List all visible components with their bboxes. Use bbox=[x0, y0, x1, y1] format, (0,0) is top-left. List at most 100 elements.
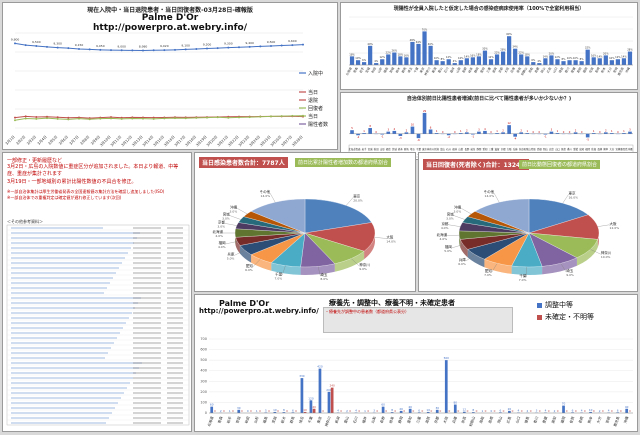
pie2-panel: 当日回復者(死者除く)合計：1324人 前日比動態回復者の都道府県割合 東京 16… bbox=[418, 152, 638, 292]
pie-label: 神奈川 bbox=[601, 250, 612, 255]
pie-leader-line bbox=[225, 241, 238, 245]
pie-leader-line bbox=[461, 208, 472, 215]
bar-value-label: 10 bbox=[589, 408, 593, 412]
x-tick-label: 宮城 bbox=[364, 66, 371, 74]
series-point bbox=[131, 117, 134, 120]
bar-value-label: 40 bbox=[625, 405, 629, 409]
bar-value-label: 4 bbox=[581, 409, 583, 413]
series-point bbox=[78, 117, 80, 120]
pie-leader-line bbox=[224, 223, 237, 226]
bar bbox=[471, 412, 475, 413]
bar-value-label: 4% bbox=[453, 59, 458, 63]
table-category: 東京 bbox=[422, 147, 427, 151]
pending-watermark: Palme D'Or bbox=[219, 299, 270, 308]
bar bbox=[549, 55, 554, 65]
pie-percent-label: 5.0% bbox=[227, 256, 235, 260]
pending-legend-1-swatch bbox=[537, 315, 542, 320]
bar-value-label: 0 bbox=[539, 130, 541, 134]
bar bbox=[386, 131, 391, 134]
bar-value-label: 8% bbox=[441, 57, 446, 61]
pie-label: 千葉 bbox=[519, 273, 527, 278]
bar-value-label: 0 bbox=[530, 409, 532, 413]
pie-leader-line bbox=[560, 263, 567, 273]
bar-value-label: 70% bbox=[422, 27, 428, 31]
bar bbox=[616, 412, 620, 413]
series-point bbox=[14, 116, 16, 119]
bar-value-label: 44% bbox=[416, 40, 422, 44]
legend-main-label: 入院中 bbox=[308, 71, 324, 77]
bar-value-label: 40 bbox=[312, 405, 316, 409]
bar-value-label: 0 bbox=[385, 409, 387, 413]
pending-legend-1: 未確定・不明等 bbox=[545, 313, 594, 321]
x-tick-label: 宮崎 bbox=[611, 66, 618, 74]
series-point bbox=[227, 46, 230, 49]
bar-value-label: 3 bbox=[629, 128, 631, 132]
x-tick-label: 青森 bbox=[352, 66, 359, 74]
legend-small-2: 回復者 bbox=[308, 106, 324, 112]
bar-value-label: 2 bbox=[520, 128, 522, 132]
pie-leader-line bbox=[351, 258, 360, 267]
x-tick-label: 北海道 bbox=[206, 415, 214, 427]
series-point bbox=[35, 117, 38, 120]
x-tick-label: 山口 bbox=[551, 66, 558, 74]
x-tick-label: 長崎 bbox=[577, 415, 584, 424]
series-point bbox=[216, 47, 219, 50]
pie-percent-label: 14.0% bbox=[386, 240, 396, 244]
pie-label: 京都 bbox=[218, 219, 225, 224]
x-tick-label: 神奈川 bbox=[323, 415, 331, 427]
pie-slice-side bbox=[542, 257, 577, 275]
x-tick-label: 福井 bbox=[448, 66, 455, 74]
table-category: 福島 bbox=[386, 147, 391, 151]
series-point bbox=[270, 44, 272, 47]
pie-label: 大阪 bbox=[610, 221, 618, 226]
bar bbox=[543, 133, 548, 135]
bar-value-label: 30 bbox=[237, 406, 241, 410]
pending-title: 療養先・調整中、療養不明・未確定患者 bbox=[329, 299, 455, 307]
bar bbox=[458, 133, 463, 134]
x-tick-label: 奈良 bbox=[515, 66, 522, 74]
x-tick-label: 3月3日 bbox=[25, 134, 37, 146]
bar-value-label: 4 bbox=[545, 409, 547, 413]
bar-value-label: 1 bbox=[363, 129, 365, 133]
notes-small: ＜その他参考資料＞ bbox=[7, 219, 43, 224]
pie-label: 大阪 bbox=[386, 235, 394, 240]
pie-slice-side bbox=[467, 249, 485, 268]
bar bbox=[446, 59, 451, 65]
series-point bbox=[259, 115, 262, 118]
bar-value-label: 1 bbox=[229, 409, 231, 413]
bar-value-label: 1 bbox=[481, 409, 483, 413]
pie-label: その他 bbox=[260, 189, 271, 194]
x-tick-label: 広島 bbox=[545, 66, 552, 74]
x-tick-label: 3月28日 bbox=[290, 134, 303, 147]
bar bbox=[440, 61, 445, 65]
bar-value-label: 1 bbox=[460, 129, 462, 133]
bar-value-label: 2 bbox=[466, 128, 468, 132]
bar-value-label: 6% bbox=[531, 58, 536, 62]
bar bbox=[355, 60, 361, 65]
bar-value-label: 0 bbox=[521, 409, 523, 413]
pie-leader-line bbox=[346, 197, 354, 206]
pie-leader-line bbox=[269, 193, 276, 203]
x-tick-label: 秋田 bbox=[243, 415, 250, 424]
pie-label: 宮城 bbox=[223, 212, 230, 217]
y-tick-label: 600 bbox=[200, 348, 207, 352]
pie-slice bbox=[528, 198, 589, 234]
table-category: 香川 bbox=[567, 147, 572, 151]
series-point bbox=[46, 117, 48, 120]
bar-value-label: 18% bbox=[524, 52, 530, 56]
bar-value-label: 12% bbox=[446, 55, 452, 59]
x-tick-label: 沖縄 bbox=[622, 415, 629, 424]
x-tick-label: 高知 bbox=[550, 415, 557, 424]
delta-panel: 自治体別前日比陽性患者増減(前日に比べて陽性患者が多いか少ないか？) 5 -2 1 8… bbox=[340, 92, 638, 160]
series-point bbox=[238, 46, 240, 49]
series-point bbox=[184, 48, 187, 51]
pie-label: 愛知 bbox=[246, 263, 253, 268]
table-category: 栃木 bbox=[398, 147, 403, 151]
x-tick-label: 3月6日 bbox=[57, 134, 69, 146]
bar-value-label: 0 bbox=[476, 409, 478, 413]
bar-value-label: 120 bbox=[308, 396, 314, 400]
bar bbox=[273, 411, 277, 413]
bar-value-label: 10% bbox=[355, 56, 361, 60]
bar bbox=[300, 378, 304, 413]
bar bbox=[525, 133, 530, 134]
